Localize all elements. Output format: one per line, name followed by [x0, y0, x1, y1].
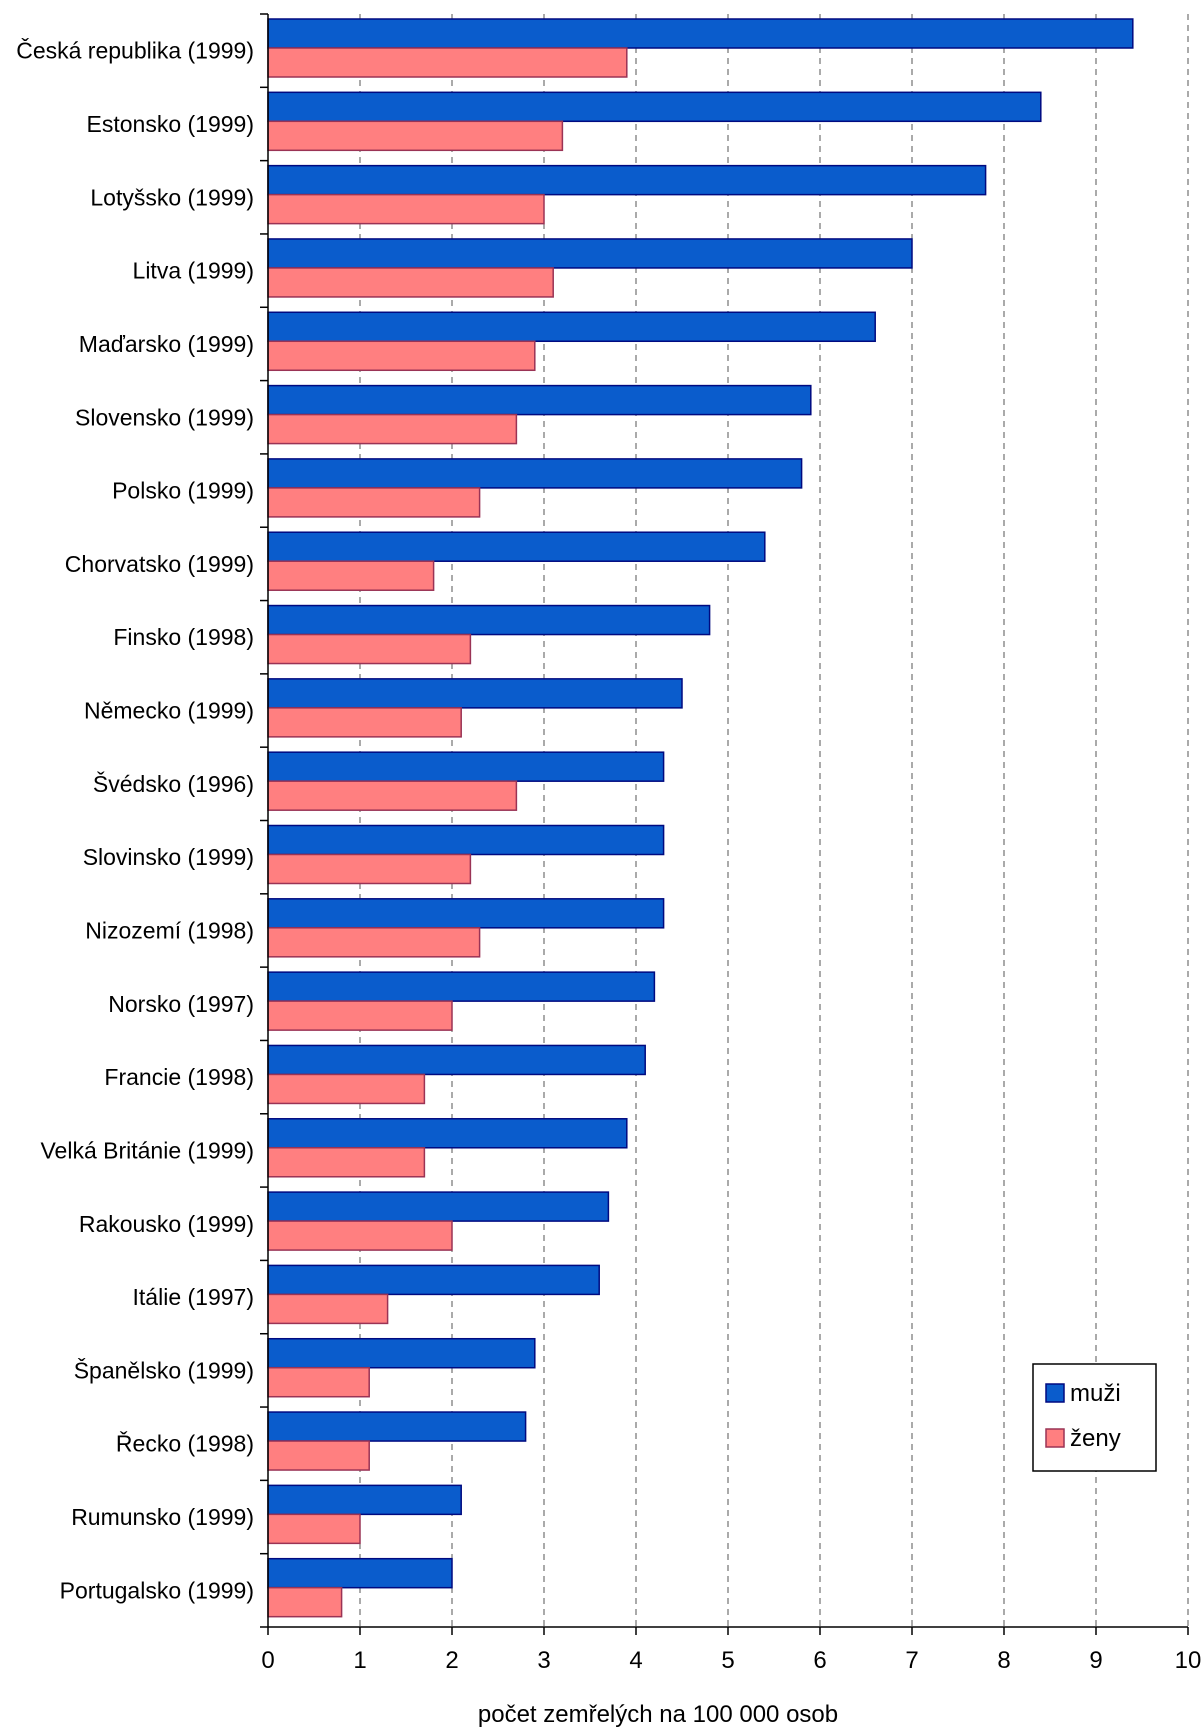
- x-tick-label: 8: [997, 1647, 1010, 1674]
- bar-muzi: [267, 1044, 646, 1076]
- bar-muzi: [267, 1337, 536, 1369]
- bar-zeny: [267, 1000, 453, 1031]
- bar-muzi: [267, 311, 876, 343]
- legend-box: [1032, 1363, 1157, 1472]
- x-tick-label: 1: [353, 1647, 366, 1674]
- category-label: Rakousko (1999): [79, 1211, 254, 1237]
- category-label: Portugalsko (1999): [60, 1577, 254, 1603]
- bar-zeny: [267, 780, 518, 811]
- category-label: Finsko (1998): [113, 624, 254, 650]
- legend-label: muži: [1070, 1380, 1121, 1407]
- bar-muzi: [267, 678, 683, 709]
- bar-zeny: [267, 707, 462, 738]
- category-label: Slovinsko (1999): [83, 844, 254, 870]
- category-label: Švédsko (1996): [93, 770, 254, 797]
- bar-zeny: [267, 927, 481, 958]
- legend-swatch: [1045, 1383, 1065, 1403]
- legend: muži ženy: [1032, 1363, 1157, 1472]
- category-label: Španělsko (1999): [74, 1356, 254, 1383]
- bar-zeny: [267, 1440, 370, 1471]
- category-label: Estonsko (1999): [87, 111, 254, 137]
- x-tick-label: 2: [445, 1647, 458, 1674]
- bar-muzi: [267, 384, 812, 416]
- bar-zeny: [267, 560, 435, 591]
- bar-zeny: [267, 1366, 370, 1398]
- x-axis-label: počet zemřelých na 100 000 osob: [478, 1701, 838, 1728]
- category-label: Polsko (1999): [112, 478, 254, 504]
- bar-muzi: [267, 1484, 462, 1516]
- category-label: Francie (1998): [104, 1064, 254, 1090]
- x-tick-label: 5: [721, 1647, 734, 1674]
- bar-muzi: [267, 458, 803, 489]
- x-tick-label: 4: [629, 1647, 642, 1674]
- legend-swatch: [1045, 1428, 1065, 1448]
- bar-muzi: [267, 1264, 600, 1296]
- category-label: Velká Británie (1999): [40, 1137, 254, 1163]
- x-tick-label: 3: [537, 1647, 550, 1674]
- bar-zeny: [267, 1586, 343, 1618]
- bar-muzi: [267, 824, 665, 856]
- bar-zeny: [267, 267, 554, 298]
- bar-muzi: [267, 971, 656, 1002]
- category-label: Litva (1999): [133, 258, 254, 284]
- bar-muzi: [267, 91, 1042, 123]
- bar-zeny: [267, 340, 536, 372]
- bar-zeny: [267, 853, 472, 885]
- bar-muzi: [267, 898, 665, 929]
- bar-zeny: [267, 1147, 426, 1178]
- category-label: Lotyšsko (1999): [90, 184, 254, 210]
- bar-muzi: [267, 1191, 610, 1222]
- bar-muzi: [267, 1118, 628, 1149]
- category-label: Německo (1999): [84, 698, 254, 724]
- bar-muzi: [267, 531, 766, 562]
- bar-muzi: [267, 751, 665, 782]
- category-label: Norsko (1997): [108, 991, 254, 1017]
- category-label: Chorvatsko (1999): [65, 551, 254, 577]
- category-label: Nizozemí (1998): [85, 917, 254, 943]
- bar-muzi: [267, 238, 913, 269]
- category-label: Česká republika (1999): [16, 37, 254, 64]
- bar-zeny: [267, 633, 472, 665]
- bar-zeny: [267, 193, 545, 225]
- bar-zeny: [267, 47, 628, 78]
- bar-zeny: [267, 1073, 426, 1105]
- bar-zeny: [267, 413, 518, 445]
- axes: [260, 13, 1189, 1635]
- bar-muzi: [267, 1411, 527, 1442]
- bar-zeny: [267, 1220, 453, 1251]
- bar-zeny: [267, 1293, 389, 1325]
- bar-muzi: [267, 1557, 453, 1589]
- category-label: Rumunsko (1999): [71, 1504, 254, 1530]
- bar-muzi: [267, 164, 987, 196]
- category-label: Slovensko (1999): [75, 404, 254, 430]
- x-tick-label: 10: [1175, 1647, 1202, 1674]
- bar-zeny: [267, 120, 564, 152]
- bar-muzi: [267, 604, 711, 636]
- x-tick-label: 0: [261, 1647, 274, 1674]
- bars: [267, 18, 1134, 1618]
- category-labels: Česká republika (1999) Estonsko (1999) Lot…: [16, 37, 254, 1604]
- category-label: Maďarsko (1999): [79, 331, 254, 357]
- category-label: Itálie (1997): [133, 1284, 254, 1310]
- legend-label: ženy: [1070, 1425, 1121, 1452]
- category-label: Řecko (1998): [116, 1431, 254, 1457]
- bar-zeny: [267, 1513, 361, 1545]
- bar-muzi: [267, 18, 1134, 49]
- x-tick-label: 6: [813, 1647, 826, 1674]
- bar-zeny: [267, 487, 481, 518]
- x-tick-label: 7: [905, 1647, 918, 1674]
- x-tick-label: 9: [1089, 1647, 1102, 1674]
- tick-labels: 0 1 2 3 4 5 6 7 8 9 10: [261, 1647, 1201, 1674]
